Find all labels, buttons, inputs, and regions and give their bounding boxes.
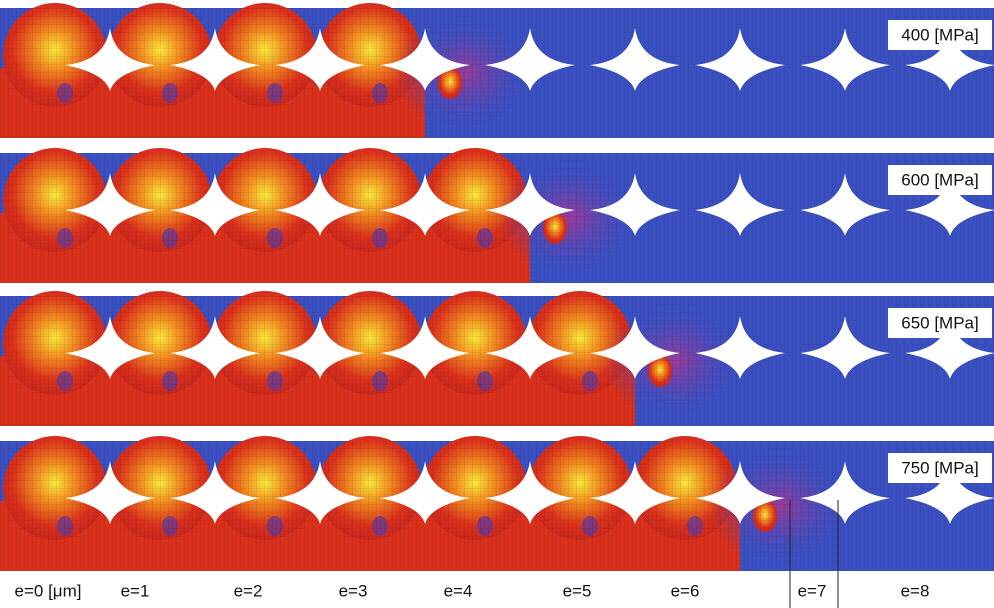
load-label: 400 [MPa] <box>901 25 979 44</box>
column-label: e=6 <box>671 581 700 600</box>
column-label: e=2 <box>234 581 263 600</box>
strip: 600 [MPa] <box>0 148 994 283</box>
load-label: 750 [MPa] <box>901 458 979 477</box>
strip: 400 [MPa] <box>0 3 994 138</box>
load-label: 600 [MPa] <box>901 170 979 189</box>
column-label: e=0 [μm] <box>15 581 82 600</box>
column-labels: e=0 [μm] e=1 e=2 e=3 e=4 e=5 e=6 e=7 e=8 <box>15 581 930 600</box>
column-label: e=5 <box>563 581 592 600</box>
strips: 400 [MPa] 600 [MPa] 650 [MPa] 750 [MPa] <box>0 3 994 571</box>
column-label: e=7 <box>798 581 827 600</box>
column-label: e=8 <box>901 581 930 600</box>
strip: 750 [MPa] <box>0 436 994 571</box>
load-label: 650 [MPa] <box>901 313 979 332</box>
strip: 650 [MPa] <box>0 291 994 426</box>
column-label: e=4 <box>444 581 473 600</box>
column-label: e=1 <box>121 581 150 600</box>
figure: 400 [MPa] 600 [MPa] 650 [MPa] 750 [MPa] e=0… <box>0 0 994 608</box>
column-label: e=3 <box>339 581 368 600</box>
